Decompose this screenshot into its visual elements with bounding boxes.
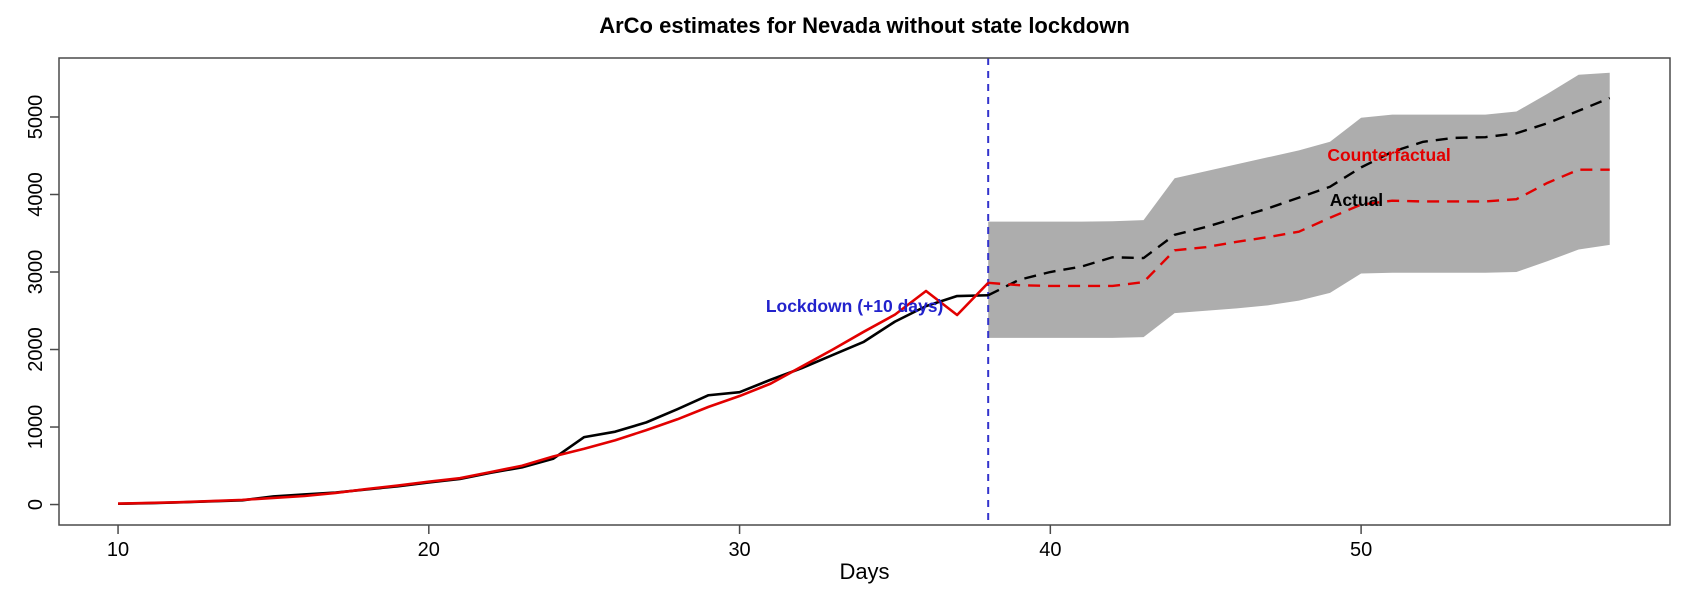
annotation-lockdown-10-days-: Lockdown (+10 days): [766, 296, 943, 316]
x-tick-label: 50: [1350, 539, 1372, 561]
plot-border: [58, 57, 1671, 526]
x-axis-title: Days: [839, 559, 890, 584]
x-tick-label: 30: [728, 539, 750, 561]
series-counterfactual-post-treatment--line: [988, 168, 1610, 288]
annotation-counterfactual: Counterfactual: [1327, 145, 1450, 165]
annotation-actual: Actual: [1330, 190, 1383, 210]
chart-title: ArCo estimates for Nevada without state …: [599, 13, 1130, 38]
y-tick-label: 5000: [25, 95, 47, 140]
confidence-band: [988, 72, 1610, 338]
y-tick-label: 1000: [25, 405, 47, 450]
series-actual-pre-lockdown--line: [118, 293, 989, 506]
series-actual-post-treatment--line: [987, 96, 1611, 297]
series-counterfactual-fit-pre-lockdown--line: [118, 281, 990, 505]
x-tick-label: 40: [1039, 539, 1061, 561]
x-tick-label: 10: [107, 539, 129, 561]
y-tick-label: 0: [25, 499, 47, 510]
y-tick-label: 3000: [25, 250, 47, 295]
y-tick-label: 2000: [25, 327, 47, 372]
y-tick-label: 4000: [25, 172, 47, 217]
x-tick-label: 20: [418, 539, 440, 561]
